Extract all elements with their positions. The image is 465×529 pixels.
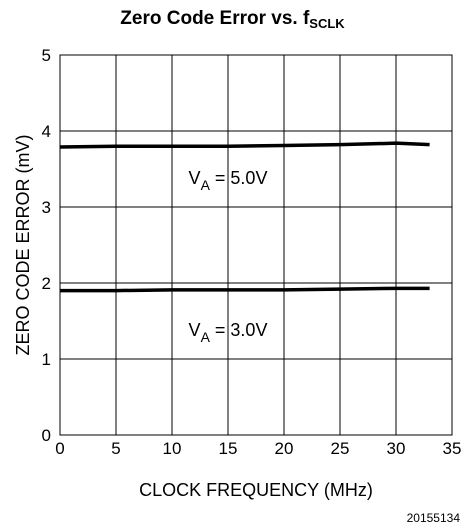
x-tick-label: 35	[443, 439, 462, 458]
series-lines	[59, 141, 430, 293]
x-tick-label: 15	[219, 439, 238, 458]
series-label-0: VA = 5.0V	[189, 168, 268, 193]
y-tick-labels: 0 1 2 3 4 5	[42, 46, 51, 445]
chart-title-main: Zero Code Error vs. f	[120, 8, 310, 29]
y-tick-label: 3	[42, 198, 51, 217]
y-axis-label: ZERO CODE ERROR (mV)	[13, 134, 33, 355]
y-tick-label: 4	[42, 122, 51, 141]
x-axis-label: CLOCK FREQUENCY (MHz)	[139, 480, 373, 500]
x-tick-labels: 0 5 10 15 20 25 30 35	[55, 439, 461, 458]
chart-title: Zero Code Error vs. fSCLK	[0, 8, 465, 31]
y-tick-label: 1	[42, 350, 51, 369]
series-line-0	[59, 141, 430, 149]
x-tick-label: 25	[331, 439, 350, 458]
x-tick-label: 10	[163, 439, 182, 458]
plot-frame	[59, 54, 453, 436]
figure-id: 20155134	[407, 511, 461, 525]
x-tick-label: 20	[275, 439, 294, 458]
y-tick-label: 5	[42, 46, 51, 65]
series-label-1: VA = 3.0V	[189, 320, 268, 345]
x-tick-label: 30	[387, 439, 406, 458]
y-tick-label: 2	[42, 274, 51, 293]
series-line-1	[60, 286, 430, 293]
y-tick-label: 0	[42, 426, 51, 445]
x-tick-label: 5	[111, 439, 120, 458]
series-labels: VA = 5.0V VA = 3.0V	[189, 168, 268, 345]
grid-lines	[59, 54, 453, 436]
chart-title-subscript: SCLK	[309, 16, 345, 31]
x-tick-label: 0	[55, 439, 64, 458]
